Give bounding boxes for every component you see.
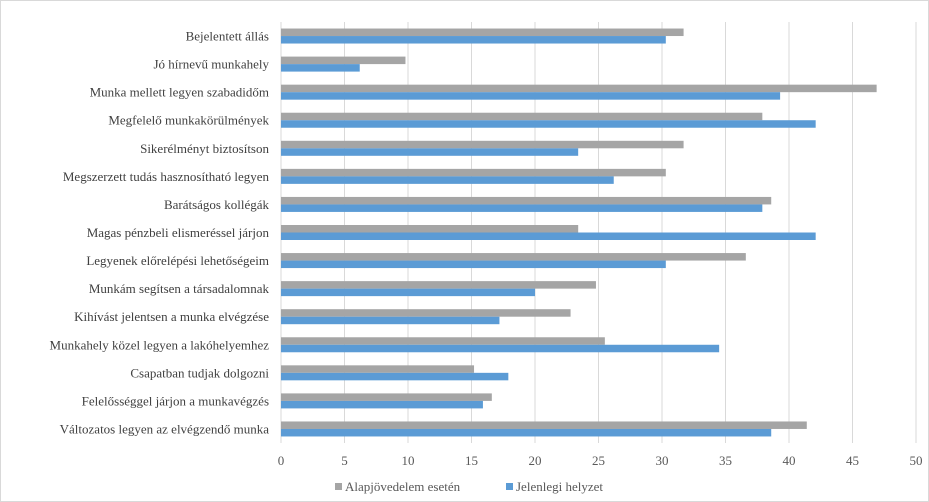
category-label: Munkahely közel legyen a lakóhelyemhez <box>50 337 270 352</box>
bar-alapjovedelem <box>281 56 406 65</box>
category-label: Megfelelő munkakörülmények <box>108 113 269 128</box>
bar-jelenlegi <box>281 120 816 128</box>
x-tick-label: 45 <box>846 453 859 468</box>
x-tick-label: 10 <box>402 453 415 468</box>
bar-jelenlegi <box>281 372 509 381</box>
category-label: Legyenek előrelépési lehetőségeim <box>86 253 269 268</box>
bar-jelenlegi <box>281 148 579 156</box>
bar-alapjovedelem <box>281 421 807 429</box>
legend-label: Alapjövedelem esetén <box>345 479 461 494</box>
bar-alapjovedelem <box>281 112 763 121</box>
x-tick-labels: 0 5 10 15 20 25 30 35 40 45 50 <box>278 453 923 468</box>
bar-jelenlegi <box>281 204 763 212</box>
x-tick-label: 25 <box>592 453 605 468</box>
category-label: Változatos legyen az elvégzendő munka <box>60 421 270 436</box>
category-label: Megszerzett tudás hasznosítható legyen <box>63 169 270 184</box>
legend-label: Jelenlegi helyzet <box>516 479 603 494</box>
bar-alapjovedelem <box>281 84 877 93</box>
category-label: Munkám segítsen a társadalomnak <box>89 281 270 296</box>
x-tick-label: 40 <box>783 453 796 468</box>
bar-alapjovedelem <box>281 225 579 233</box>
category-label: Munka mellett legyen szabadidőm <box>90 85 269 100</box>
bar-alapjovedelem <box>281 196 772 205</box>
x-tick-label: 30 <box>656 453 669 468</box>
bar-jelenlegi <box>281 232 816 240</box>
category-label: Csapatban tudjak dolgozni <box>130 365 269 380</box>
legend: Alapjövedelem esetén Jelenlegi helyzet <box>335 479 603 494</box>
category-label: Jó hírnevű munkahely <box>153 57 269 72</box>
legend-swatch <box>506 483 513 490</box>
category-label: Kihívást jelentsen a munka elvégzése <box>74 309 269 324</box>
bar-jelenlegi <box>281 316 500 325</box>
bar-alapjovedelem <box>281 28 684 37</box>
category-label: Felelősséggel járjon a munkavégzés <box>82 393 269 408</box>
bar-alapjovedelem <box>281 337 605 345</box>
bar-jelenlegi <box>281 428 772 437</box>
x-tick-label: 15 <box>465 453 478 468</box>
bar-alapjovedelem <box>281 253 746 261</box>
x-tick-label: 0 <box>278 453 285 468</box>
x-tick-label: 20 <box>529 453 542 468</box>
category-label: Magas pénzbeli elismeréssel járjon <box>87 225 270 240</box>
bar-jelenlegi <box>281 64 360 72</box>
category-labels: Bejelentett állás Jó hírnevű munkahely Mun… <box>50 29 270 437</box>
bar-alapjovedelem <box>281 309 571 317</box>
bar-jelenlegi <box>281 400 483 409</box>
bar-alapjovedelem <box>281 281 596 289</box>
category-label: Sikerélményt biztosítson <box>140 141 269 156</box>
bar-alapjovedelem <box>281 168 666 177</box>
bar-jelenlegi <box>281 92 781 100</box>
bar-alapjovedelem <box>281 140 684 149</box>
category-label: Barátságos kollégák <box>164 197 270 212</box>
x-tick-label: 35 <box>719 453 732 468</box>
bar-alapjovedelem <box>281 365 475 373</box>
category-label: Bejelentett állás <box>186 29 269 44</box>
bar-jelenlegi <box>281 344 720 353</box>
bar-jelenlegi <box>281 36 666 44</box>
bar-jelenlegi <box>281 288 535 297</box>
bar-jelenlegi <box>281 176 614 184</box>
x-tick-label: 5 <box>341 453 348 468</box>
bar-jelenlegi <box>281 260 666 269</box>
legend-swatch <box>335 483 342 490</box>
bar-alapjovedelem <box>281 393 492 401</box>
x-tick-label: 50 <box>910 453 923 468</box>
bars <box>281 28 877 437</box>
